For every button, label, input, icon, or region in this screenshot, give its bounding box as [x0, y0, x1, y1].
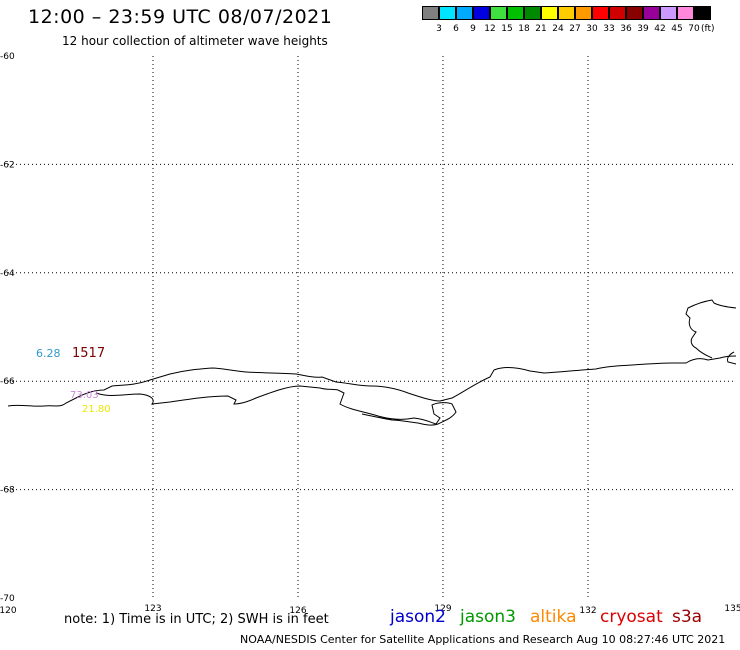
satellite-name: jason3: [460, 607, 516, 627]
lat-tick-label: -68: [0, 486, 15, 496]
wave-height-label: 73.03: [70, 390, 99, 401]
lon-tick-label: 135: [724, 604, 740, 614]
graticule-grid: [8, 56, 733, 598]
scale-label: 12: [484, 24, 496, 34]
coastline-inlet: [95, 385, 457, 426]
scale-swatch: [694, 6, 711, 20]
scale-swatch: [626, 6, 643, 20]
lon-tick-label: 120: [0, 606, 17, 616]
scale-swatch: [524, 6, 541, 20]
scale-swatch: [558, 6, 575, 20]
scale-label: 27: [569, 24, 581, 34]
scale-label: 21: [535, 24, 547, 34]
scale-swatch: [422, 6, 439, 20]
scale-label: 9: [470, 24, 476, 34]
scale-swatch: [473, 6, 490, 20]
scale-swatch: [507, 6, 524, 20]
lon-tick-label: 132: [579, 606, 596, 616]
scale-label: 70: [688, 24, 700, 34]
satellite-name: cryosat: [600, 607, 663, 627]
lat-tick-label: -62: [0, 160, 15, 170]
coastline-east: [685, 299, 737, 365]
scale-label: 39: [637, 24, 649, 34]
scale-label: 3: [436, 24, 442, 34]
observation-labels: 6.28 1517 73.03 21.80: [36, 346, 111, 415]
scale-swatch: [677, 6, 694, 20]
lon-tick-label: 129: [434, 604, 451, 614]
scale-label: 6: [453, 24, 459, 34]
map-title: 12:00 – 23:59 UTC 08/07/2021: [28, 6, 333, 28]
lat-tick-label: -70: [0, 594, 15, 604]
credit-line: NOAA/NESDIS Center for Satellite Applica…: [240, 633, 726, 646]
scale-label: 42: [654, 24, 666, 34]
scale-label: 33: [603, 24, 615, 34]
scale-swatch: [643, 6, 660, 20]
antarctic-coastline: [7, 355, 737, 407]
scale-unit: (ft): [701, 24, 715, 34]
lon-tick-label: 126: [289, 606, 306, 616]
wave-height-label: 6.28: [36, 347, 61, 360]
lat-tick-label: -64: [0, 269, 15, 279]
scale-swatch: [439, 6, 456, 20]
lat-tick-label: -60: [0, 52, 15, 62]
satellite-name: s3a: [672, 607, 703, 627]
satellite-name: altika: [530, 607, 577, 627]
scale-label: 36: [620, 24, 632, 34]
wave-height-label: 21.80: [82, 404, 111, 415]
footer-note: note: 1) Time is in UTC; 2) SWH is in fe…: [64, 612, 329, 627]
scale-swatch: [490, 6, 507, 20]
lat-tick-label: -66: [0, 377, 15, 387]
scale-swatch: [541, 6, 558, 20]
lon-tick-label: 123: [144, 604, 161, 614]
axis-ticks: 120 123 126 129 132 135 -60 -62 -64 -66 -68 -70: [0, 52, 740, 616]
wave-height-label: 1517: [72, 346, 105, 361]
satellite-name: jason2: [390, 607, 446, 627]
scale-label: 45: [671, 24, 683, 34]
scale-swatch: [660, 6, 677, 20]
scale-swatch: [456, 6, 473, 20]
map-subtitle: 12 hour collection of altimeter wave hei…: [62, 34, 328, 48]
scale-label: 24: [552, 24, 564, 34]
scale-label: 18: [518, 24, 530, 34]
scale-label: 15: [501, 24, 513, 34]
scale-swatch: [575, 6, 592, 20]
scale-swatch: [592, 6, 609, 20]
scale-label: 30: [586, 24, 598, 34]
scale-swatch: [609, 6, 626, 20]
